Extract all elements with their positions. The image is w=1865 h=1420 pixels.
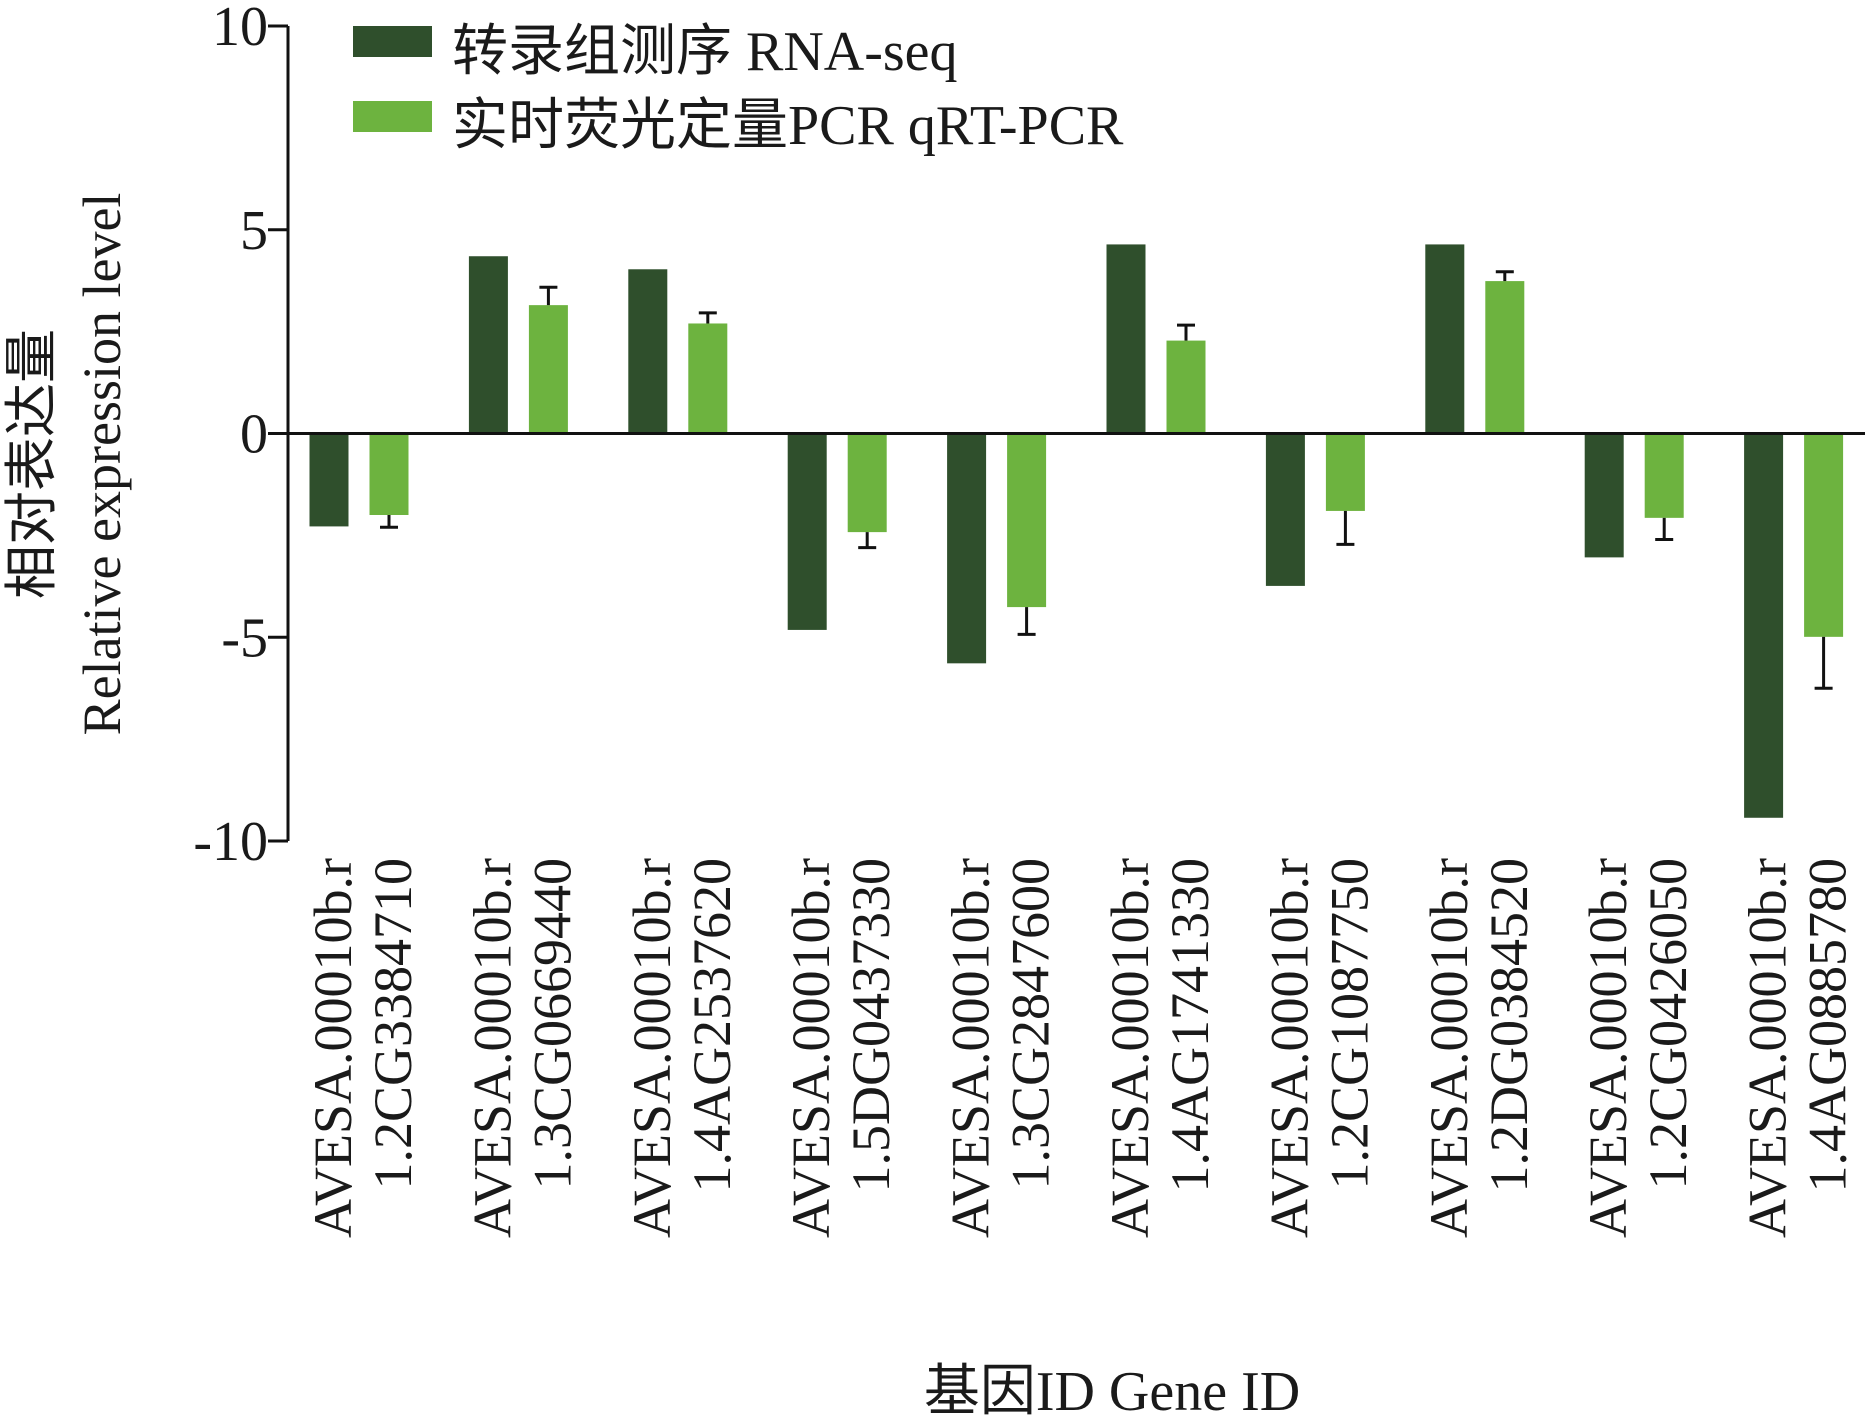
axes-layer: AVESA.00010b.r 1.2CG3384710 AVESA.00010b.r… (193, 0, 1865, 1238)
x-tick-label: AVESA.00010b.r (462, 858, 522, 1238)
bar-rna-seq (1584, 433, 1624, 558)
bar-rna-seq (787, 433, 827, 630)
x-tick-label: AVESA.00010b.r (1738, 858, 1798, 1238)
x-tick-label-group: 1.3CG2847600 (1001, 858, 1061, 1190)
bar-rna-seq (1425, 244, 1465, 434)
bar-qrt-pcr (847, 433, 887, 533)
x-tick-label-group: AVESA.00010b.r (1419, 858, 1479, 1238)
bar-qrt-pcr (369, 433, 409, 515)
x-tick-label: 1.2CG0426050 (1638, 858, 1698, 1190)
x-tick-label-group: AVESA.00010b.r (1100, 858, 1160, 1238)
legend-label-rna-seq: 转录组测序 RNA-seq (452, 21, 958, 83)
y-tick-label: 0 (240, 404, 268, 466)
x-tick-label: 1.2CG1087750 (1319, 858, 1379, 1190)
x-tick-label: AVESA.00010b.r (1259, 858, 1319, 1238)
bar-qrt-pcr (528, 305, 568, 434)
y-tick-label: -5 (221, 607, 268, 669)
bar-rna-seq (309, 433, 349, 527)
x-tick-label-group: 1.2DG0384520 (1479, 858, 1539, 1193)
y-axis-title-cn: 相对表达量 (2, 329, 62, 599)
x-tick-label-group: AVESA.00010b.r (622, 858, 682, 1238)
x-axis-title: 基因ID Gene ID (924, 1361, 1300, 1420)
bar-rna-seq (947, 433, 987, 664)
bar-rna-seq (1744, 433, 1784, 818)
x-tick-label-group: 1.2CG3384710 (363, 858, 423, 1190)
x-tick-label: AVESA.00010b.r (781, 858, 841, 1238)
x-tick-label-group: 1.4AG2537620 (682, 858, 742, 1193)
x-tick-label-group: AVESA.00010b.r (781, 858, 841, 1238)
legend-swatch-qrt-pcr (353, 101, 432, 132)
bar-rna-seq (1106, 244, 1146, 434)
x-tick-label-group: AVESA.00010b.r (1259, 858, 1319, 1238)
legend-swatch-rna-seq (353, 26, 432, 57)
x-tick-label: 1.5DG0437330 (841, 858, 901, 1193)
x-tick-label: 1.4AG1741330 (1160, 858, 1220, 1193)
x-tick-label: 1.2DG0384520 (1479, 858, 1539, 1193)
bars-layer (309, 244, 1844, 818)
x-tick-label-group: 1.4AG0885780 (1798, 858, 1858, 1193)
x-tick-label-group: 1.4AG1741330 (1160, 858, 1220, 1193)
x-tick-label: 1.3CG2847600 (1001, 858, 1061, 1190)
x-tick-label-group: 1.2CG1087750 (1319, 858, 1379, 1190)
x-tick-label: 1.4AG0885780 (1798, 858, 1858, 1193)
x-tick-label-group: AVESA.00010b.r (1578, 858, 1638, 1238)
x-tick-label-group: 1.2CG0426050 (1638, 858, 1698, 1190)
x-tick-label: 1.2CG3384710 (363, 858, 423, 1190)
x-tick-label-group: 1.5DG0437330 (841, 858, 901, 1193)
x-tick-label-group: 1.3CG0669440 (522, 858, 582, 1190)
y-tick-label: 10 (212, 0, 268, 58)
bar-qrt-pcr (1166, 340, 1206, 434)
bar-qrt-pcr (1804, 433, 1844, 637)
x-tick-label-group: AVESA.00010b.r (1738, 858, 1798, 1238)
y-tick-label: -10 (193, 811, 268, 873)
bar-qrt-pcr (688, 323, 728, 434)
bar-qrt-pcr (1325, 433, 1365, 511)
x-tick-label: AVESA.00010b.r (622, 858, 682, 1238)
x-tick-label: AVESA.00010b.r (1578, 858, 1638, 1238)
legend-label-qrt-pcr: 实时荧光定量PCR qRT-PCR (452, 95, 1124, 157)
bar-rna-seq (468, 256, 508, 434)
bar-rna-seq (1265, 433, 1305, 586)
x-tick-label: 1.4AG2537620 (682, 858, 742, 1193)
x-tick-label-group: AVESA.00010b.r (303, 858, 363, 1238)
x-tick-label: AVESA.00010b.r (941, 858, 1001, 1238)
legend: 转录组测序 RNA-seq 实时荧光定量PCR qRT-PCR (353, 21, 1124, 157)
x-tick-label: AVESA.00010b.r (1100, 858, 1160, 1238)
bar-qrt-pcr (1644, 433, 1684, 518)
x-tick-label: 1.3CG0669440 (522, 858, 582, 1190)
x-tick-label-group: AVESA.00010b.r (462, 858, 522, 1238)
bar-qrt-pcr (1485, 281, 1525, 434)
bar-rna-seq (628, 269, 668, 434)
x-tick-label: AVESA.00010b.r (1419, 858, 1479, 1238)
bar-qrt-pcr (1007, 433, 1047, 608)
y-axis-title: Relative expression level (72, 193, 132, 736)
x-tick-label-group: AVESA.00010b.r (941, 858, 1001, 1238)
y-tick-label: 5 (240, 200, 268, 262)
x-tick-label: AVESA.00010b.r (303, 858, 363, 1238)
